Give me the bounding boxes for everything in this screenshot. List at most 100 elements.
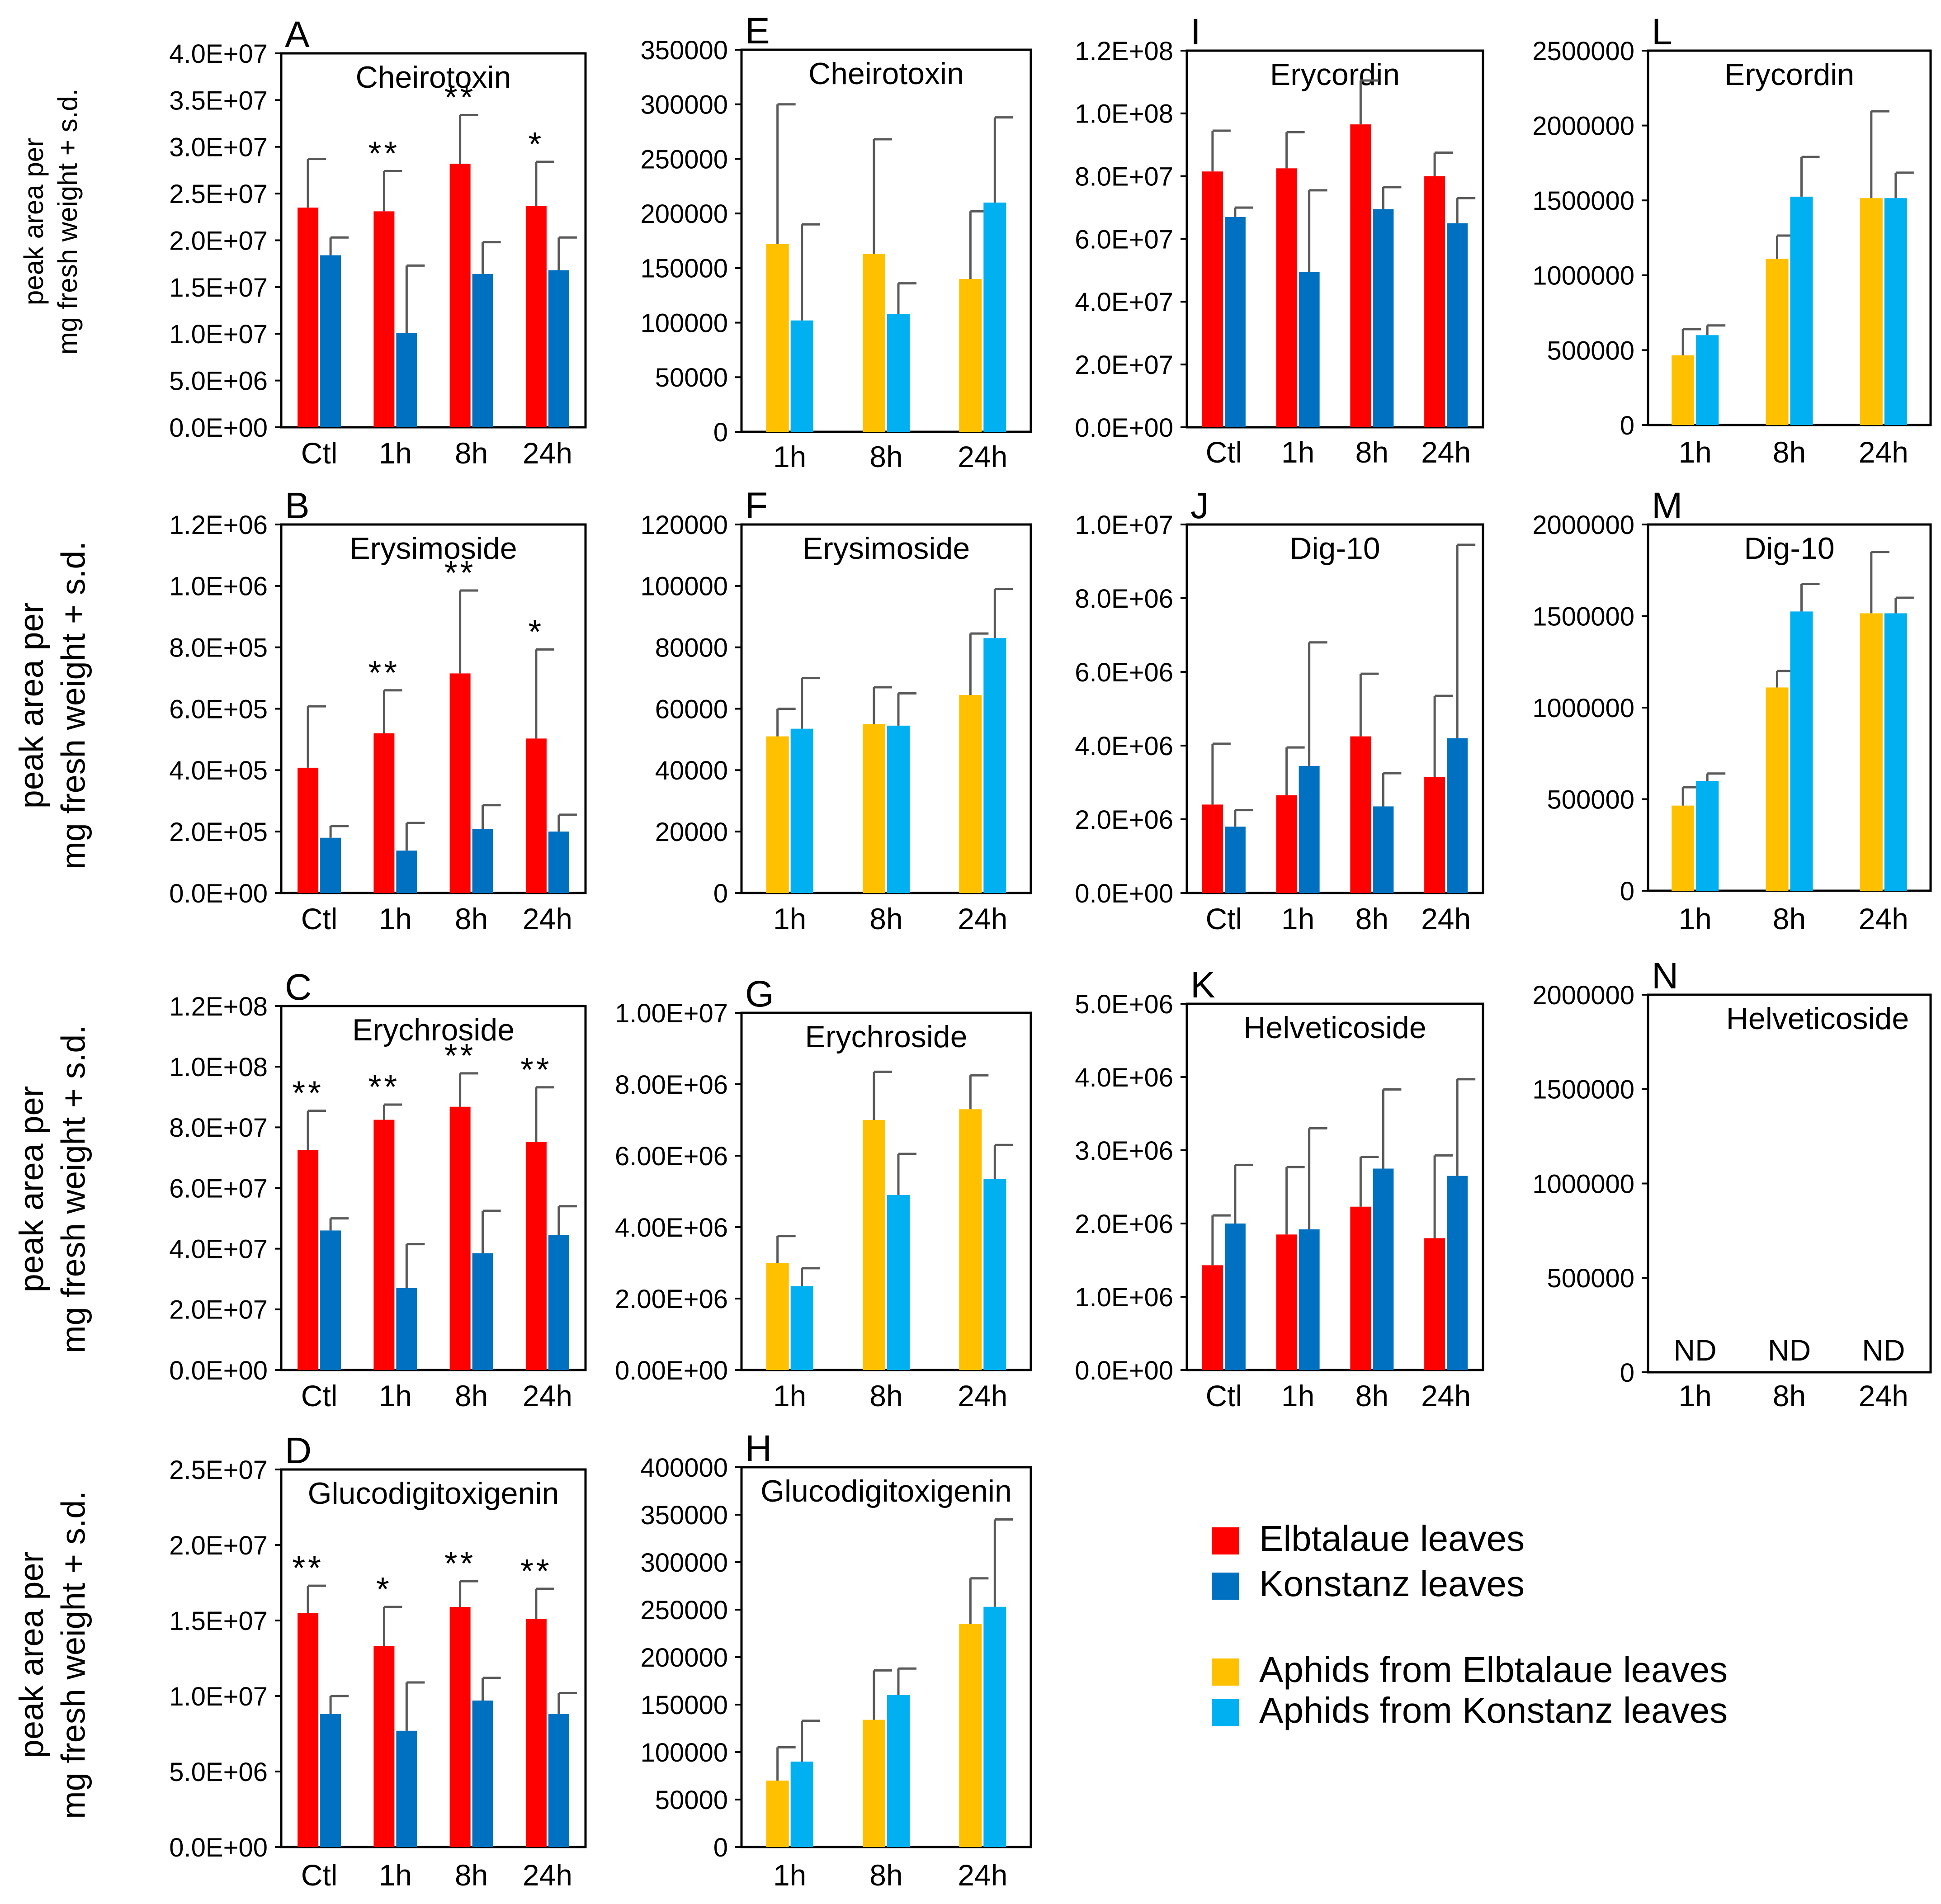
legend-label: Aphids from Elbtalaue leaves xyxy=(1259,1649,1728,1690)
bar xyxy=(790,1286,813,1370)
y-tick-label: 2.0E+07 xyxy=(169,1295,268,1325)
panel-k: 0.0E+00 1.0E+06 2.0E+06 3.0E+06 4.0E+06 5.0E+… xyxy=(1075,964,1484,1413)
bar xyxy=(1202,1265,1223,1370)
panel-letter: J xyxy=(1190,485,1209,526)
panel-letter: H xyxy=(745,1428,772,1469)
legend-swatch xyxy=(1212,1658,1239,1686)
bar xyxy=(525,206,547,427)
bar xyxy=(1424,176,1445,428)
bar xyxy=(1447,223,1468,427)
legend-label: Elbtalaue leaves xyxy=(1259,1518,1525,1559)
y-tick-label: 4.0E+05 xyxy=(169,756,268,785)
panel-title: Erychroside xyxy=(805,1020,967,1054)
panel-letter: A xyxy=(285,14,310,55)
y-tick-label: 1.0E+07 xyxy=(169,320,268,349)
bar xyxy=(525,738,547,893)
plot-frame xyxy=(740,1011,1032,1371)
x-tick-label: 24h xyxy=(523,902,572,935)
x-tick-label: 8h xyxy=(1773,902,1806,935)
bar xyxy=(1373,1168,1394,1370)
bar xyxy=(1766,259,1789,425)
panel-e: 0 50000 100000 150000 200000 250000 300000 3500… xyxy=(640,10,1032,473)
panel-f: 0 20000 40000 60000 80000 100000 120000 F Erysim… xyxy=(640,485,1032,935)
x-tick-label: Ctl xyxy=(301,1858,338,1892)
x-tick-label: 1h xyxy=(1678,902,1711,935)
x-tick-label: 1h xyxy=(1281,1379,1314,1413)
significance-mark: ** xyxy=(444,1037,476,1074)
y-tick-label: 1500000 xyxy=(1532,186,1634,216)
y-tick-label: 50000 xyxy=(655,363,728,392)
x-tick-label: 1h xyxy=(1678,1379,1711,1413)
significance-mark: ** xyxy=(520,1552,552,1590)
panel-letter: D xyxy=(285,1430,312,1471)
y-tick-label: 0.0E+00 xyxy=(1075,413,1173,443)
panel-letter: F xyxy=(745,485,768,526)
y-tick-label: 2.0E+07 xyxy=(169,1531,268,1560)
y-tick-label: 2.5E+07 xyxy=(169,1455,268,1485)
bar xyxy=(1424,1238,1445,1370)
bar xyxy=(1202,171,1223,428)
y-tick-label: 6.0E+05 xyxy=(169,695,268,724)
significance-mark: ** xyxy=(368,1068,400,1106)
bar xyxy=(320,1714,341,1847)
x-tick-label: 8h xyxy=(869,1379,902,1413)
y-tick-label: 1.00E+07 xyxy=(615,999,728,1028)
bar xyxy=(1884,613,1907,891)
bar xyxy=(766,736,789,893)
y-tick-label: 0.0E+00 xyxy=(169,1833,268,1862)
y-tick-label: 0.0E+00 xyxy=(169,1356,268,1385)
x-tick-label: Ctl xyxy=(1206,902,1242,935)
bar xyxy=(887,1195,910,1370)
significance-mark: ** xyxy=(444,78,476,116)
x-tick-label: 8h xyxy=(1773,435,1806,469)
plot-frame xyxy=(740,48,1032,433)
bar xyxy=(472,829,493,893)
bar xyxy=(983,1179,1006,1370)
y-tick-label: 250000 xyxy=(640,145,728,174)
bar xyxy=(1696,781,1719,891)
x-tick-label: 1h xyxy=(773,902,806,935)
y-tick-label: 0.0E+00 xyxy=(169,413,268,443)
bar xyxy=(887,1695,910,1847)
y-tick-label: 1.0E+07 xyxy=(169,1682,268,1711)
panel-letter: G xyxy=(745,973,774,1015)
x-tick-label: 8h xyxy=(869,1858,902,1892)
bar xyxy=(449,1106,471,1370)
bar xyxy=(1350,736,1371,893)
y-tick-label: 0.0E+00 xyxy=(1075,879,1173,908)
y-axis-title-line2: mg fresh weight + s.d. xyxy=(52,89,83,355)
panel-j: 0.0E+00 2.0E+06 4.0E+06 6.0E+06 8.0E+06 1.0E+… xyxy=(1075,485,1484,935)
y-tick-label: 500000 xyxy=(1547,1264,1634,1293)
panel-title: Glucodigitoxigenin xyxy=(760,1474,1012,1508)
y-tick-label: 0 xyxy=(713,418,728,447)
x-tick-label: 1h xyxy=(379,1858,412,1892)
y-tick-label: 2500000 xyxy=(1532,37,1634,66)
y-tick-label: 2.0E+06 xyxy=(1075,1209,1173,1239)
legend-label: Konstanz leaves xyxy=(1259,1564,1525,1604)
x-tick-label: 24h xyxy=(523,1379,572,1413)
y-tick-label: 1000000 xyxy=(1532,261,1634,291)
bar xyxy=(548,270,569,427)
y-tick-label: 5.0E+06 xyxy=(169,1758,268,1787)
bar xyxy=(1299,765,1320,893)
y-tick-label: 5.0E+06 xyxy=(1075,990,1173,1019)
bar xyxy=(959,695,982,893)
bar xyxy=(863,1120,885,1370)
y-tick-label: 8.0E+06 xyxy=(1075,584,1173,614)
y-tick-label: 4.0E+06 xyxy=(1075,732,1173,761)
y-tick-label: 100000 xyxy=(640,308,728,338)
panel-a: 0.0E+00 5.0E+06 1.0E+07 1.5E+07 2.0E+07 2.5E+… xyxy=(169,14,587,470)
y-tick-label: 2.0E+07 xyxy=(1075,350,1173,380)
bar xyxy=(1373,806,1394,893)
y-tick-label: 3.0E+06 xyxy=(1075,1136,1173,1166)
bar xyxy=(1373,209,1394,427)
bar xyxy=(449,163,471,428)
not-detected-note: ND xyxy=(1674,1333,1717,1367)
y-tick-label: 4.0E+06 xyxy=(1075,1063,1173,1092)
bar xyxy=(396,1730,417,1847)
bar xyxy=(1447,1176,1468,1370)
x-tick-label: 8h xyxy=(1355,1379,1388,1413)
x-tick-label: 8h xyxy=(1355,902,1388,935)
bar xyxy=(766,1263,789,1370)
panel-letter: N xyxy=(1652,955,1678,997)
